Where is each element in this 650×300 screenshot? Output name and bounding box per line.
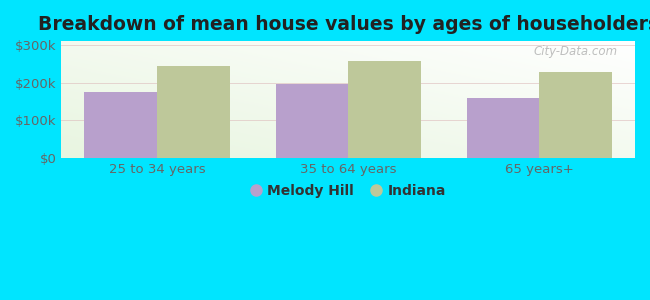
- Bar: [467, 98, 540, 158]
- Bar: [540, 72, 612, 158]
- Bar: [84, 92, 157, 158]
- Legend: Melody Hill, Indiana: Melody Hill, Indiana: [245, 178, 451, 204]
- Bar: [276, 84, 348, 158]
- Bar: [157, 66, 229, 158]
- Bar: [348, 61, 421, 158]
- Text: City-Data.com: City-Data.com: [534, 45, 618, 58]
- Title: Breakdown of mean house values by ages of householders: Breakdown of mean house values by ages o…: [38, 15, 650, 34]
